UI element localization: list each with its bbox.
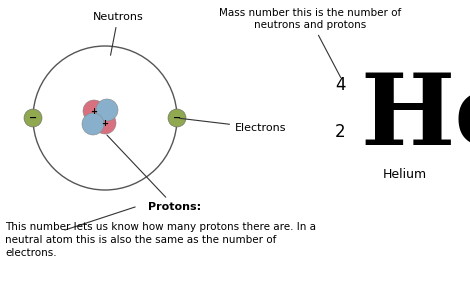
Text: 4: 4 — [335, 76, 345, 94]
Text: 2: 2 — [335, 123, 345, 141]
Text: Protons:: Protons: — [107, 135, 202, 212]
Text: +: + — [91, 106, 97, 115]
Text: Electrons: Electrons — [180, 118, 287, 133]
Text: Helium: Helium — [383, 168, 427, 181]
Circle shape — [24, 109, 42, 127]
Text: Neutrons: Neutrons — [93, 12, 143, 55]
Text: +: + — [102, 119, 109, 127]
Text: This number lets us know how many protons there are. In a
neutral atom this is a: This number lets us know how many proton… — [5, 222, 316, 258]
Text: −: − — [173, 113, 181, 123]
Text: He: He — [360, 69, 470, 166]
Circle shape — [83, 100, 105, 122]
Text: Mass number this is the number of
neutrons and protons: Mass number this is the number of neutro… — [219, 8, 401, 77]
Text: −: − — [29, 113, 37, 123]
Circle shape — [168, 109, 186, 127]
Circle shape — [82, 113, 104, 135]
Circle shape — [94, 112, 116, 134]
Circle shape — [96, 99, 118, 121]
